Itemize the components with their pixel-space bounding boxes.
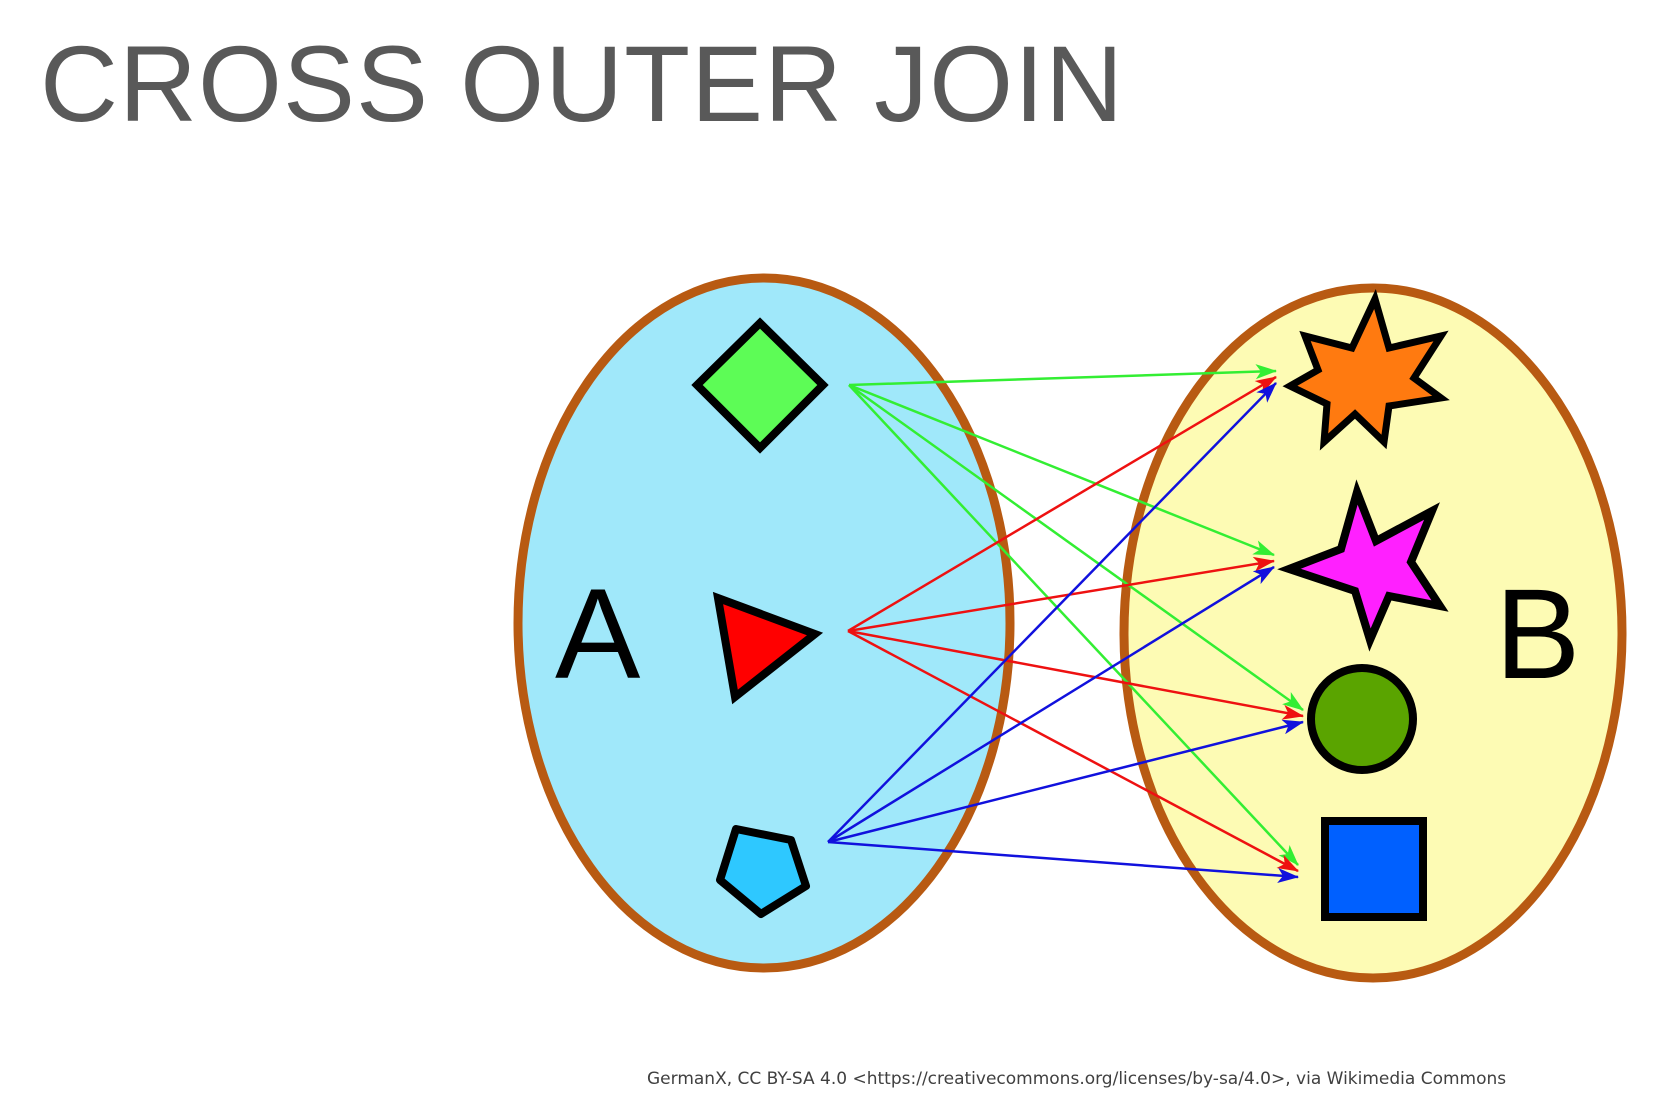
image-attribution: GermanX, CC BY-SA 4.0 <https://creativec… bbox=[647, 1069, 1507, 1089]
arrow-triangle-to-square bbox=[847, 629, 1299, 873]
arrow-diamond-to-circle bbox=[848, 383, 1304, 712]
slide-title: CROSS OUTER JOIN bbox=[40, 23, 1125, 144]
arrow-pentagon-to-circle bbox=[827, 719, 1305, 844]
arrow-pentagon-to-star bbox=[827, 565, 1275, 844]
set-a-label: A bbox=[555, 563, 641, 706]
arrow-diamond-to-star bbox=[848, 383, 1275, 557]
arrow-pentagon-to-square bbox=[827, 840, 1300, 883]
arrow-triangle-to-star bbox=[847, 556, 1276, 633]
arrow-triangle-to-burst bbox=[847, 375, 1277, 633]
arrow-triangle-to-circle bbox=[847, 629, 1305, 720]
triangle-icon bbox=[712, 591, 824, 705]
diamond-icon bbox=[691, 317, 829, 454]
set-b-label: B bbox=[1495, 563, 1580, 706]
five-point-star-icon bbox=[1277, 479, 1449, 652]
pentagon-icon bbox=[716, 825, 810, 918]
arrow-diamond-to-square bbox=[848, 384, 1299, 866]
seven-point-star-icon bbox=[1282, 289, 1450, 451]
square-icon bbox=[1321, 817, 1427, 921]
mapping-arrows bbox=[827, 364, 1305, 883]
arrow-pentagon-to-burst bbox=[827, 382, 1277, 843]
circle-icon bbox=[1307, 664, 1417, 774]
arrow-diamond-to-burst bbox=[848, 364, 1278, 387]
